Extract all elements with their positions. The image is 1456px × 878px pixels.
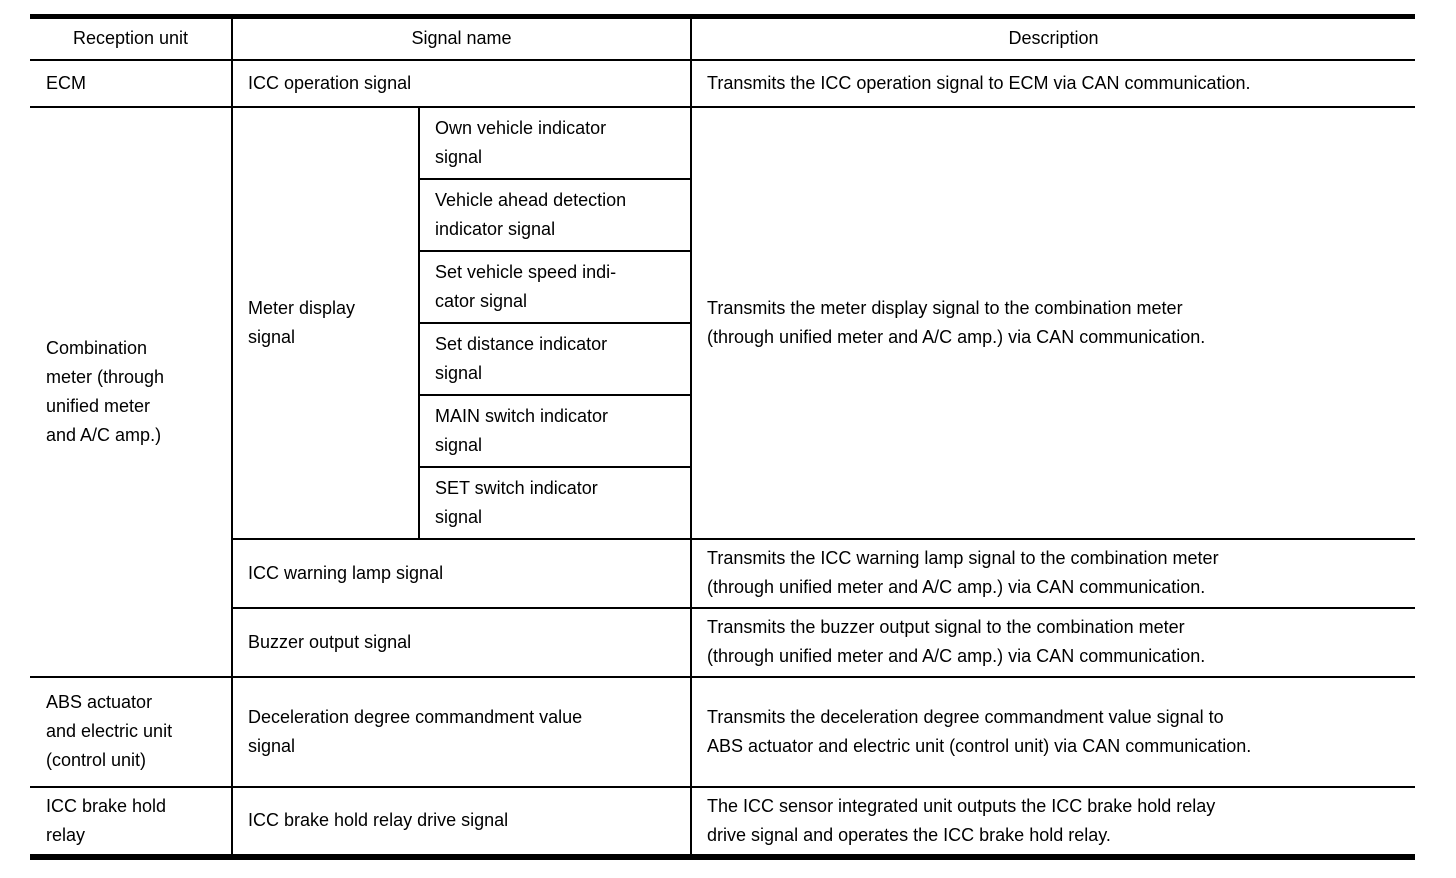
brake-hold-description-cell: The ICC sensor integrated unit outputs t…: [690, 785, 1416, 858]
brake-hold-unit-cell: ICC brake hold relay: [30, 785, 233, 858]
meter-display-description-cell: Transmits the meter display signal to th…: [690, 105, 1416, 540]
set-switch-indicator-cell: SET switch indicator signal: [417, 465, 693, 540]
set-vehicle-speed-indicator-cell: Set vehicle speed indi- cator signal: [417, 249, 693, 324]
ecm-description-cell: Transmits the ICC operation signal to EC…: [690, 58, 1416, 108]
table-row-meter-sub-3: Set vehicle speed indi- cator signal: [30, 249, 1415, 324]
own-vehicle-indicator-cell: Own vehicle indicator signal: [417, 105, 693, 180]
table-row-abs: ABS actuator and electric unit (control …: [30, 675, 1416, 788]
buzzer-description-cell: Transmits the buzzer output signal to th…: [690, 606, 1416, 678]
set-distance-indicator-cell: Set distance indicator signal: [417, 321, 693, 396]
icc-signal-table: Reception unit Signal name Description E…: [30, 14, 1416, 860]
table-header-row: Reception unit Signal name Description: [30, 15, 1416, 61]
table-row-warning-lamp: ICC warning lamp signal Transmits the IC…: [30, 537, 1416, 609]
brake-hold-signal-cell: ICC brake hold relay drive signal: [230, 785, 693, 858]
table-row-meter-sub-1: Combination meter (through unified meter…: [30, 105, 1416, 678]
main-switch-indicator-cell: MAIN switch indicator signal: [417, 393, 693, 468]
table-row-buzzer: Buzzer output signal Transmits the buzze…: [30, 606, 1416, 678]
signal-name-header-cell: Signal name: [230, 15, 693, 61]
meter-display-signal-cell: Meter display signal: [231, 105, 420, 540]
warning-lamp-signal-cell: ICC warning lamp signal: [230, 537, 693, 609]
description-header-cell: Description: [690, 15, 1416, 61]
reception-unit-header-cell: Reception unit: [30, 15, 233, 61]
table-row-meter-sub-6: SET switch indicator signal: [30, 465, 1415, 540]
table-row-brake-hold: ICC brake hold relay ICC brake hold rela…: [30, 785, 1416, 858]
table-row-meter-sub-2: Vehicle ahead detection indicator signal: [30, 177, 1415, 252]
table-row-ecm: ECM ICC operation signal Transmits the I…: [30, 58, 1416, 108]
abs-signal-cell: Deceleration degree commandment value si…: [230, 675, 693, 788]
table-row-meter-sub-4: Set distance indicator signal: [30, 321, 1415, 396]
warning-lamp-description-cell: Transmits the ICC warning lamp signal to…: [690, 537, 1416, 609]
table-row-meter-sub-5: MAIN switch indicator signal: [30, 393, 1415, 468]
ecm-unit-cell: ECM: [30, 58, 233, 108]
abs-description-cell: Transmits the deceleration degree comman…: [690, 675, 1416, 788]
abs-unit-cell: ABS actuator and electric unit (control …: [30, 675, 233, 788]
ecm-signal-cell: ICC operation signal: [230, 58, 693, 108]
buzzer-signal-cell: Buzzer output signal: [230, 606, 693, 678]
vehicle-ahead-detection-indicator-cell: Vehicle ahead detection indicator signal: [417, 177, 693, 252]
combination-meter-unit-cell: Combination meter (through unified meter…: [30, 105, 233, 678]
